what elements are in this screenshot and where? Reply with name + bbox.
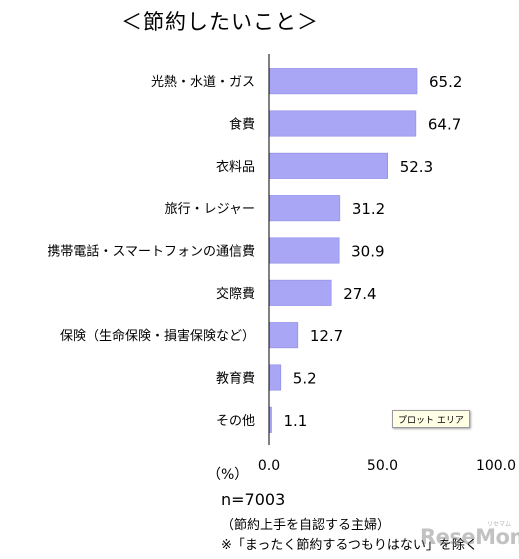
resemom-logo: ReseMom — [420, 525, 519, 549]
category-label: 保険（生命保険・損害保険など） — [60, 328, 255, 344]
value-label: 65.2 — [429, 73, 462, 91]
value-label: 64.7 — [428, 116, 461, 134]
chart-title: ＜節約したいこと＞ — [121, 10, 319, 34]
category-label: 衣料品 — [216, 159, 255, 175]
x-tick-label: 0.0 — [258, 458, 280, 474]
respondent-note: （節約上手を自認する主婦） — [221, 518, 391, 533]
bar — [268, 322, 299, 349]
value-label: 27.4 — [343, 285, 376, 303]
category-label: 光熱・水道・ガス — [151, 75, 255, 90]
axis-unit-label: （%） — [207, 467, 249, 483]
bar — [268, 110, 417, 137]
value-label: 5.2 — [293, 370, 317, 388]
value-label: 12.7 — [310, 327, 343, 345]
bar — [268, 237, 340, 264]
category-label: 交際費 — [216, 286, 255, 302]
bar — [268, 152, 389, 179]
category-label: 携帯電話・スマートフォンの通信費 — [47, 244, 255, 260]
bar — [268, 279, 332, 306]
sample-size-note: n=7003 — [221, 490, 286, 509]
value-label: 31.2 — [352, 200, 385, 218]
category-label: 食費 — [229, 117, 255, 133]
value-label: 52.3 — [400, 158, 433, 176]
category-label: 旅行・レジャー — [165, 202, 255, 217]
value-label: 30.9 — [351, 243, 384, 261]
category-label: その他 — [216, 414, 255, 429]
bar — [268, 364, 282, 391]
category-label: 教育費 — [216, 371, 255, 387]
value-label: 1.1 — [283, 412, 307, 430]
bar — [268, 68, 418, 95]
resemom-logo-sub: リセマム — [487, 521, 512, 528]
x-tick-label: 100.0 — [476, 458, 516, 474]
bar — [268, 195, 341, 222]
plot-area-tooltip: プロット エリア — [392, 410, 470, 428]
exclusion-note: ※「まったく節約するつもりはない」を除く — [221, 538, 478, 553]
x-tick-label: 50.0 — [367, 458, 398, 474]
